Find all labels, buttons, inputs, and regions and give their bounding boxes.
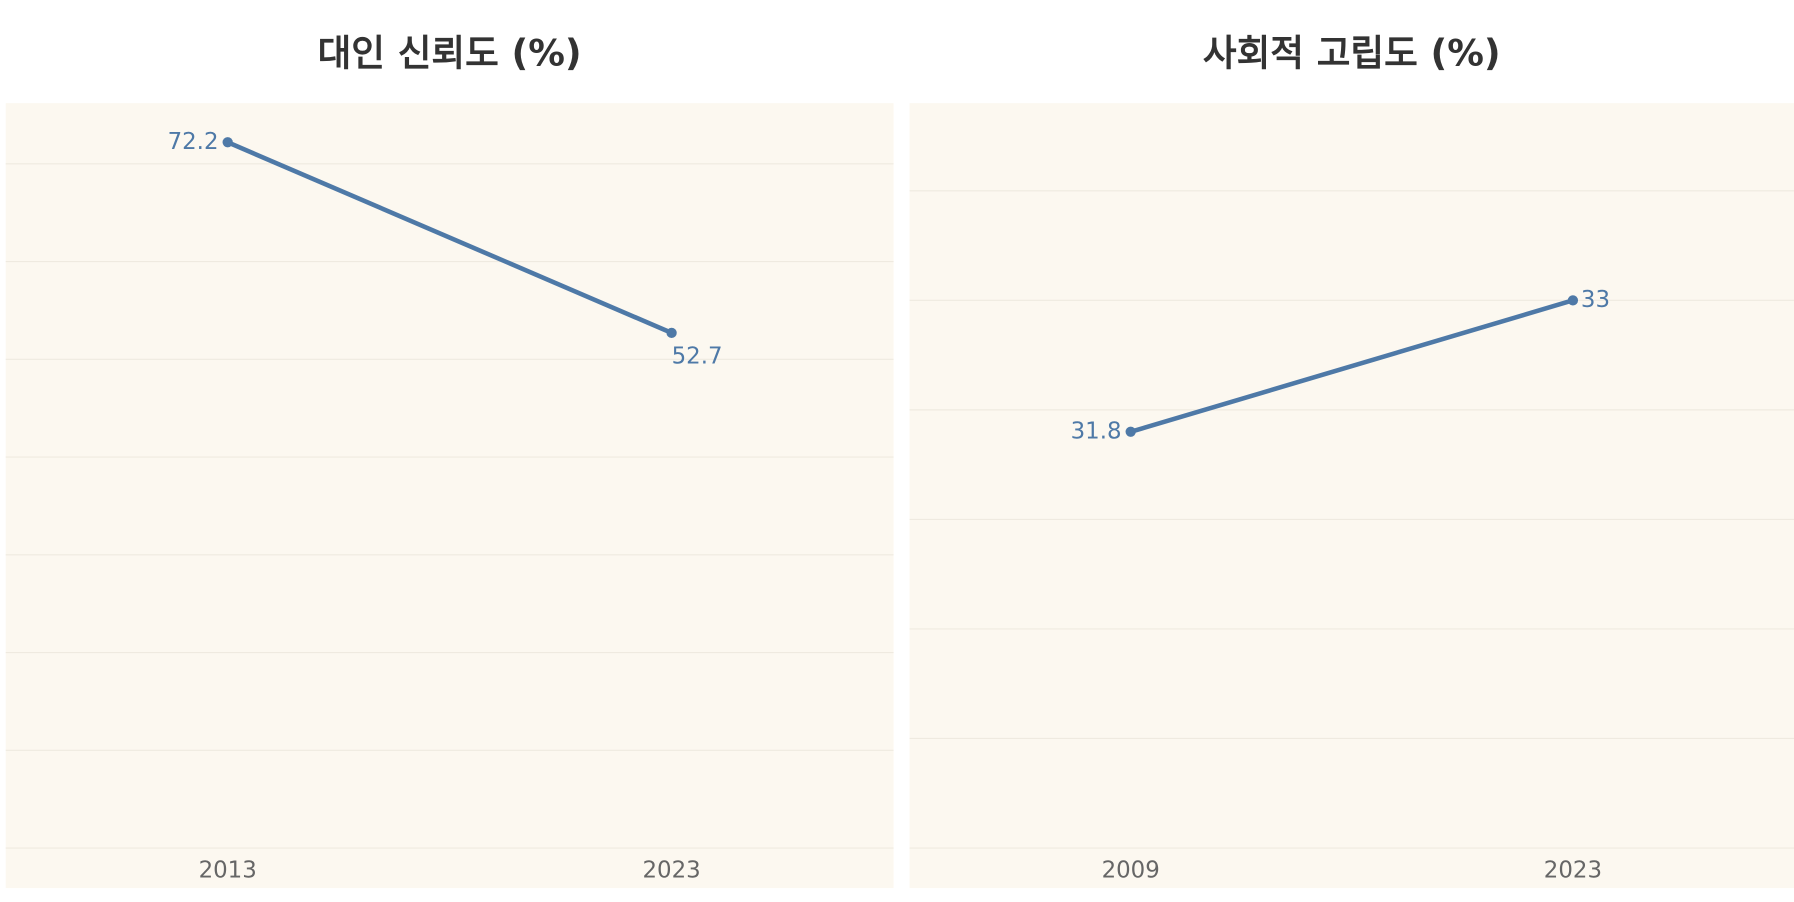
plot-background xyxy=(5,103,894,889)
value-label: 33 xyxy=(1581,287,1610,313)
data-point xyxy=(1125,426,1136,437)
value-label: 31.8 xyxy=(1071,418,1122,444)
data-point xyxy=(1567,295,1579,306)
x-tick-label: 2013 xyxy=(199,857,257,883)
x-tick-label: 2023 xyxy=(1544,857,1602,883)
chart-title: 사회적 고립도 (%) xyxy=(1203,32,1501,75)
data-line xyxy=(226,140,673,335)
x-tick-label: 2023 xyxy=(642,857,700,883)
data-point xyxy=(666,327,677,339)
data-line xyxy=(1130,298,1574,434)
value-label: 52.7 xyxy=(672,343,723,369)
data-point xyxy=(222,137,233,148)
plot-background xyxy=(909,103,1794,889)
x-tick-label: 2009 xyxy=(1102,857,1160,883)
chart-title: 대인 신뢰도 (%) xyxy=(318,32,582,75)
value-label: 72.2 xyxy=(168,129,219,155)
